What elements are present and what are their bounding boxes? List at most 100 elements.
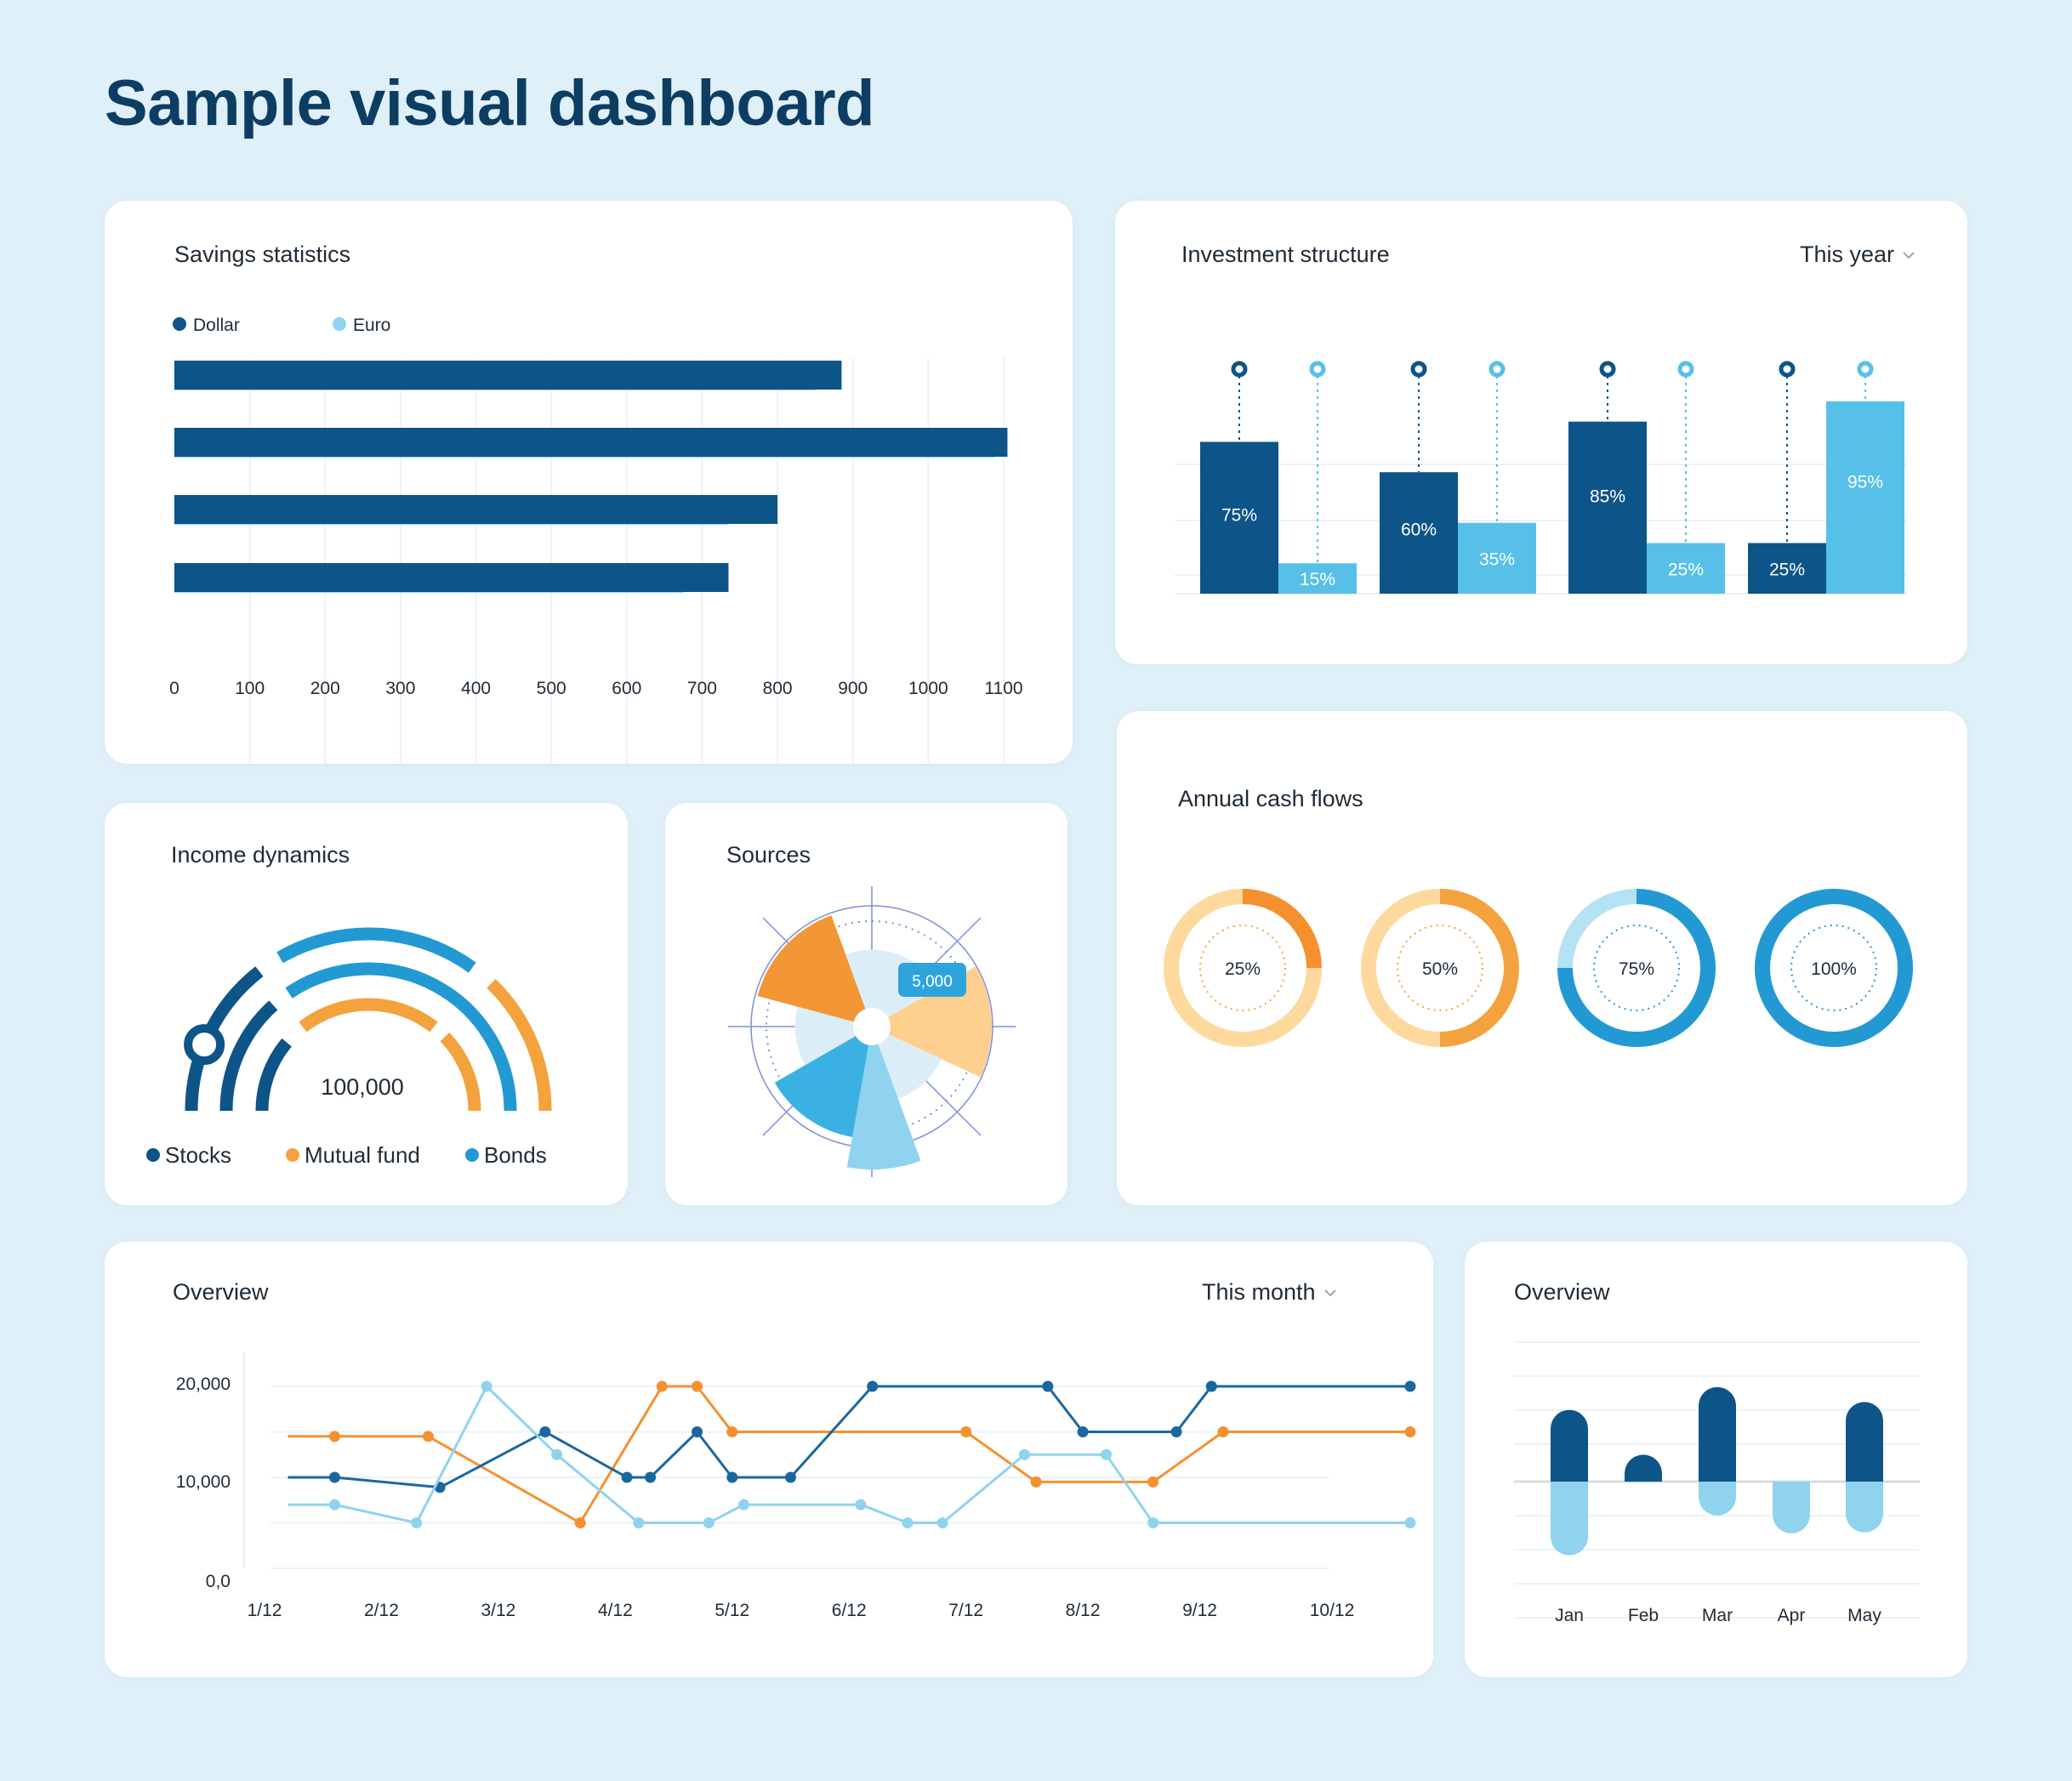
line-point — [328, 1499, 340, 1511]
pin-marker — [1779, 361, 1796, 378]
x-tick-label: 5/12 — [714, 1601, 749, 1620]
x-tick-label: Feb — [1628, 1606, 1659, 1625]
donut-value-arc — [1242, 889, 1322, 969]
investment-period-dropdown[interactable]: This year — [1800, 242, 1916, 268]
bar-series-1 — [1380, 472, 1458, 594]
polar-segment — [794, 1006, 872, 1066]
overview-period-label: This month — [1202, 1279, 1316, 1305]
x-tick-label: May — [1847, 1606, 1881, 1625]
y-tick-label: 0,0 — [206, 1572, 231, 1591]
bar-positive — [1846, 1402, 1883, 1482]
gauge-mutual-inner — [299, 998, 438, 1033]
polar-segment — [872, 1027, 942, 1099]
line-point — [1147, 1476, 1159, 1488]
line-point — [481, 1380, 492, 1392]
donut-inner-dotted — [1397, 925, 1483, 1011]
line-point — [867, 1380, 879, 1392]
bar-dollar — [174, 563, 729, 592]
x-tick-label: 700 — [687, 679, 717, 698]
bar-negative — [1699, 1482, 1736, 1516]
x-tick-label: 900 — [838, 679, 868, 698]
bar-value-label: 60% — [1401, 520, 1437, 539]
line-point — [1018, 1448, 1030, 1460]
sources-title: Sources — [726, 842, 811, 868]
cashflows-card: Annual cash flows 25% 50% 75% 100% — [1117, 711, 1967, 1205]
x-tick-label: 1000 — [908, 679, 948, 698]
line-point — [960, 1426, 972, 1437]
line-point — [633, 1517, 645, 1528]
x-tick-label: Apr — [1778, 1606, 1806, 1625]
x-tick-label: 600 — [612, 679, 641, 698]
income-card: Income dynamics 100,000 Stocks Mutual fund… — [105, 803, 628, 1205]
bar-series-1 — [1568, 421, 1647, 594]
line-point — [855, 1499, 867, 1511]
bar-series-2 — [1458, 522, 1536, 594]
bar-value-label: 15% — [1300, 570, 1335, 589]
bar-dollar — [174, 495, 778, 524]
line-series-1 — [287, 1385, 1410, 1525]
overview-bar-chart: Jan Feb Mar Apr May — [1514, 1341, 1920, 1625]
overview-period-dropdown[interactable]: This month — [1202, 1279, 1338, 1306]
x-tick-label: 0 — [169, 679, 179, 698]
x-tick-label: 2/12 — [364, 1601, 399, 1620]
line-point — [1404, 1517, 1416, 1528]
line-series-3 — [287, 1384, 1410, 1525]
donut-value-label: 25% — [1225, 959, 1261, 979]
sources-badge — [898, 963, 966, 997]
sources-polar-chart: 5,000 — [728, 886, 1016, 1177]
line-point — [1205, 1380, 1217, 1392]
polar-segment — [757, 915, 872, 1027]
cashflows-chart: 25% 50% 75% 100% — [1164, 889, 1913, 1047]
bar-negative — [1846, 1482, 1883, 1533]
chevron-down-icon — [1323, 1289, 1336, 1296]
legend-label-0: Dollar — [193, 316, 240, 335]
line-point — [936, 1517, 948, 1528]
investment-title: Investment structure — [1181, 242, 1390, 267]
line-point — [1404, 1380, 1416, 1392]
line-point — [902, 1517, 914, 1528]
x-tick-label: 7/12 — [948, 1601, 983, 1620]
donut-value-arc — [1557, 889, 1716, 1047]
line-point — [574, 1517, 586, 1528]
donut-inner-dotted — [1593, 925, 1680, 1011]
legend-label-1: Euro — [353, 316, 390, 335]
legend-label-1: Mutual fund — [305, 1142, 420, 1168]
line-point — [621, 1471, 633, 1483]
gauge-mutual-outer — [487, 979, 552, 1112]
line-point — [692, 1426, 703, 1437]
gauge-bonds-middle — [285, 962, 517, 1112]
line-point — [539, 1426, 551, 1437]
line-point — [328, 1471, 340, 1483]
polar-segment — [774, 1027, 872, 1137]
investment-card: Investment structure This year 75% 15% 60%… — [1115, 201, 1967, 664]
x-tick-label: 8/12 — [1066, 1601, 1101, 1620]
y-tick-label: 10,000 — [176, 1472, 231, 1492]
legend-dot-1 — [333, 317, 346, 331]
savings-card: Savings statistics Dollar Euro 0 100 200 300 4… — [105, 201, 1073, 764]
overview-line-title: Overview — [173, 1279, 269, 1305]
line-point — [726, 1426, 738, 1437]
cashflows-title: Annual cash flows — [1178, 786, 1363, 811]
sources-card: Sources 5,000 — [665, 803, 1067, 1205]
line-point — [656, 1380, 668, 1392]
x-tick-label: 400 — [461, 679, 491, 698]
legend-dot-1 — [286, 1148, 299, 1162]
bar-value-label: 85% — [1590, 487, 1625, 507]
investment-period-label: This year — [1799, 242, 1894, 267]
bar-dollar — [174, 428, 1008, 457]
gauge-stocks-middle — [219, 1000, 278, 1112]
bar-value-label: 25% — [1668, 560, 1704, 579]
page-title: Sample visual dashboard — [105, 67, 875, 139]
gauge-bonds-outer — [276, 927, 476, 973]
line-point — [1217, 1426, 1229, 1437]
line-point — [692, 1380, 703, 1392]
legend-dot-0 — [146, 1148, 160, 1162]
investment-chart: 75% 15% 60% 35% 85% 25% 25% 95% — [1175, 361, 1908, 595]
y-tick-label: 20,000 — [176, 1374, 231, 1394]
line-point — [1077, 1426, 1089, 1437]
bar-negative — [1773, 1482, 1810, 1533]
income-title: Income dynamics — [171, 842, 350, 868]
x-tick-label: 6/12 — [832, 1601, 867, 1620]
pin-marker — [1489, 361, 1506, 378]
gauge-knob — [184, 1024, 225, 1066]
